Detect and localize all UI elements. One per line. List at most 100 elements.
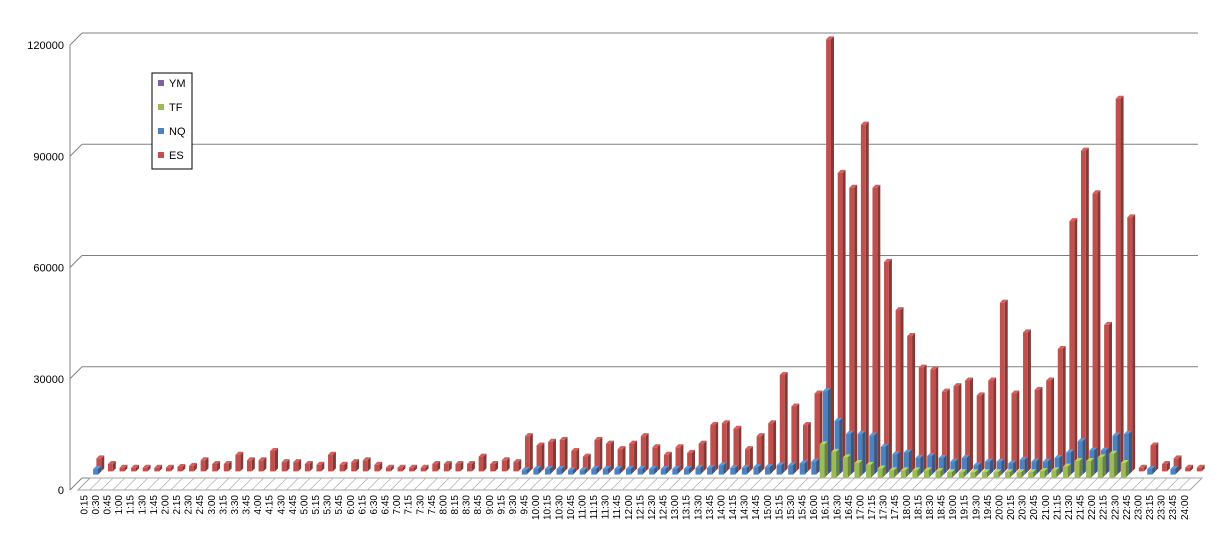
bar-side bbox=[847, 454, 851, 478]
bar-front bbox=[695, 467, 701, 475]
bar-NQ-23-00 bbox=[1147, 466, 1156, 475]
bar-top bbox=[626, 466, 634, 470]
bar-side bbox=[379, 461, 383, 472]
bar-top bbox=[1031, 458, 1040, 462]
bar-side bbox=[830, 36, 834, 472]
bar-NQ-12-30 bbox=[660, 466, 669, 475]
bar-front bbox=[710, 425, 716, 472]
bar-top bbox=[594, 436, 603, 440]
bar-front bbox=[935, 471, 941, 478]
x-tick-label: 14:45 bbox=[751, 495, 762, 520]
bar-front bbox=[548, 441, 553, 472]
bar-top bbox=[93, 466, 102, 470]
bar-TF-20-15 bbox=[1016, 469, 1025, 478]
bar-top bbox=[1054, 454, 1063, 458]
bar-TF-21-30 bbox=[1074, 458, 1083, 478]
bar-ES-20-15 bbox=[1023, 329, 1031, 472]
bar-front bbox=[96, 458, 102, 472]
bar-top bbox=[904, 449, 912, 453]
bar-front bbox=[212, 463, 218, 472]
bar-NQ-15-45 bbox=[811, 458, 820, 475]
bar-top bbox=[1185, 464, 1194, 468]
bar-front bbox=[1170, 469, 1176, 475]
bar-side bbox=[390, 464, 394, 472]
bar-front bbox=[799, 463, 805, 475]
bar-top bbox=[779, 371, 788, 375]
floor-tick bbox=[182, 477, 195, 491]
bar-side bbox=[1079, 458, 1083, 478]
bar-ES-8-15 bbox=[467, 460, 475, 472]
floor-tick bbox=[274, 477, 288, 491]
bar-front bbox=[965, 380, 970, 472]
floor-tick bbox=[402, 477, 415, 491]
bar-top bbox=[351, 459, 360, 463]
bar-NQ-11-00 bbox=[591, 466, 600, 475]
bar-side bbox=[989, 458, 993, 475]
bar-top bbox=[1077, 438, 1086, 442]
bar-TF-20-30 bbox=[1028, 469, 1037, 478]
bar-ES-14-45 bbox=[768, 420, 777, 472]
bar-front bbox=[1051, 470, 1057, 478]
bar-ES-11-00 bbox=[594, 436, 603, 472]
bar-front bbox=[1127, 217, 1133, 472]
bar-front bbox=[1069, 221, 1075, 472]
x-tick-label: 12:00 bbox=[624, 495, 635, 520]
floor-tick bbox=[1004, 477, 1017, 491]
bar-front bbox=[501, 460, 507, 472]
bar-front bbox=[602, 469, 608, 475]
bar-front bbox=[950, 461, 956, 475]
bar-top bbox=[1028, 469, 1037, 473]
floor-tick bbox=[830, 477, 844, 491]
floor-tick bbox=[599, 477, 612, 491]
bar-front bbox=[339, 464, 345, 472]
bar-front bbox=[649, 469, 655, 475]
bar-ES-20-00 bbox=[1011, 390, 1020, 472]
bar-front bbox=[328, 454, 333, 472]
bar-ES-17-30 bbox=[895, 307, 904, 472]
x-tick-label: 16:30 bbox=[832, 495, 843, 520]
bar-top bbox=[961, 454, 970, 458]
bar-NQ-21-30 bbox=[1077, 438, 1086, 475]
bar-top bbox=[614, 466, 623, 470]
bar-NQ-21-00 bbox=[1054, 454, 1063, 475]
bar-side bbox=[1175, 466, 1179, 475]
gridline-diagonal bbox=[69, 255, 83, 268]
bar-front bbox=[533, 469, 539, 475]
bar-side bbox=[1114, 450, 1118, 478]
bar-ES-14-15 bbox=[745, 446, 753, 472]
floor-tick bbox=[865, 477, 878, 491]
bar-NQ-17-15 bbox=[880, 443, 889, 475]
bar-front bbox=[741, 467, 747, 475]
bar-front bbox=[270, 451, 275, 472]
bar-side bbox=[170, 464, 174, 472]
bar-side bbox=[758, 464, 762, 475]
floor-tick bbox=[135, 477, 149, 491]
x-tick-label: 20:15 bbox=[1006, 495, 1017, 520]
floor-tick bbox=[147, 477, 160, 491]
y-tick-label: 90000 bbox=[33, 151, 64, 163]
bar-NQ-12-00 bbox=[637, 466, 646, 475]
bar-TF-16-30 bbox=[842, 454, 851, 478]
bar-front bbox=[765, 467, 770, 475]
bar-top bbox=[582, 453, 591, 457]
bar-ES-1-45 bbox=[165, 464, 174, 472]
floor-tick bbox=[1050, 477, 1064, 491]
bar-side bbox=[274, 448, 278, 472]
bar-TF-18-15 bbox=[923, 467, 932, 478]
bar-TF-16-00 bbox=[819, 441, 828, 478]
bar-top bbox=[637, 466, 646, 470]
floor-tick bbox=[738, 477, 751, 491]
floor-tick bbox=[239, 477, 253, 491]
bar-top bbox=[281, 459, 290, 463]
bar-side bbox=[610, 440, 614, 472]
bar-top bbox=[96, 455, 105, 459]
bar-NQ-0-15 bbox=[93, 466, 102, 475]
bar-front bbox=[730, 467, 736, 475]
x-tick-label: 15:00 bbox=[763, 495, 774, 520]
bar-NQ-19-30 bbox=[985, 458, 993, 475]
bar-front bbox=[776, 465, 782, 475]
bar-front bbox=[877, 468, 883, 478]
bar-side bbox=[1097, 190, 1101, 472]
bar-ES-0-30 bbox=[107, 460, 116, 472]
bar-side bbox=[986, 469, 990, 478]
